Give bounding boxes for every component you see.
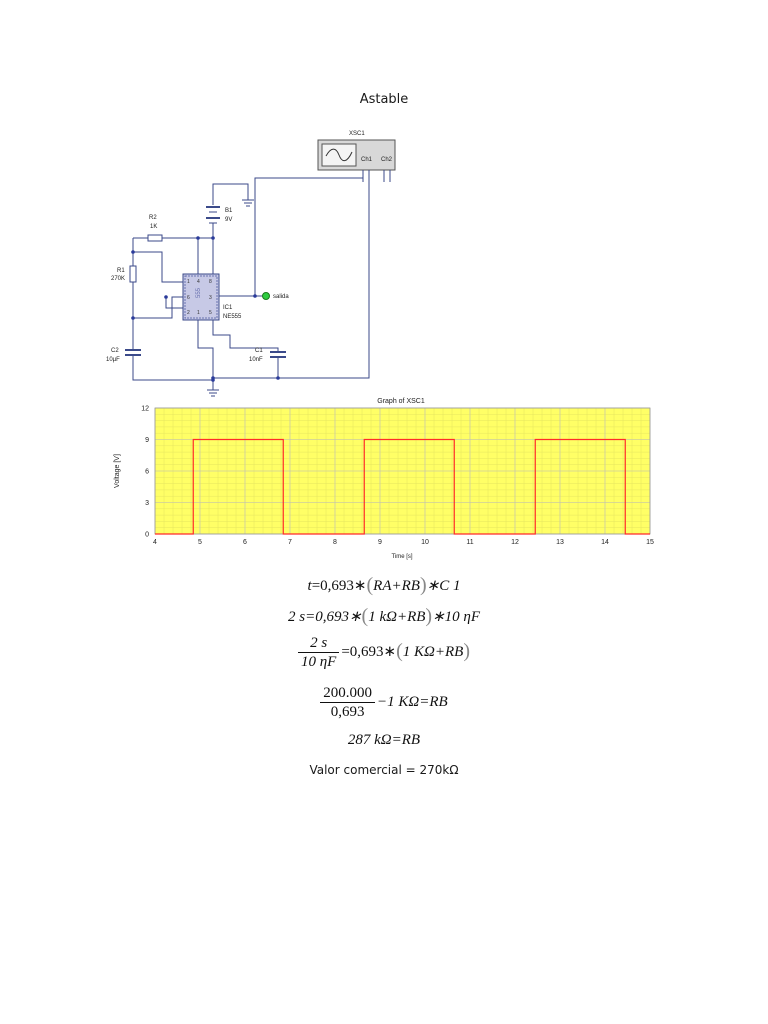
- battery-label: B1: [225, 208, 233, 214]
- y-tick-label: 9: [145, 437, 149, 444]
- x-axis-label: Time [s]: [391, 554, 412, 560]
- equation-4: 200.000 0,693 −1 KΩ=RB: [0, 684, 768, 721]
- ic-value: NE555: [223, 314, 242, 320]
- x-tick-label: 7: [288, 539, 292, 546]
- y-tick-label: 6: [145, 469, 149, 476]
- svg-text:6: 6: [187, 295, 190, 301]
- eq4-denominator: 0,693: [330, 704, 365, 720]
- x-tick-label: 10: [421, 539, 429, 546]
- eq1-variable: t: [307, 578, 312, 594]
- eq3-coefficient: =0,693∗: [341, 643, 397, 660]
- x-tick-label: 13: [556, 539, 564, 546]
- y-tick-label: 3: [145, 500, 149, 507]
- eq2-inner: 1 kΩ+RB: [368, 609, 426, 625]
- eq3-denominator: 10 ηF: [300, 654, 337, 670]
- eq3-fraction: 2 s 10 ηF: [297, 634, 340, 671]
- c2-label: C2: [111, 348, 119, 354]
- ic-chip-text: 555: [196, 287, 202, 298]
- document-title: Astable: [359, 92, 409, 107]
- eq3-numerator: 2 s: [297, 634, 340, 653]
- equation-1: t=0,693∗(RA+RB)∗C 1: [307, 574, 461, 596]
- circuit-schematic: XSC1 Ch1 Ch2 B1 9V R2 1K R1 270K IC1 NE5…: [106, 131, 396, 397]
- svg-text:1: 1: [187, 279, 190, 285]
- eq4-fraction: 200.000 0,693: [320, 684, 376, 721]
- equation-5: 287 kΩ=RB: [0, 732, 768, 749]
- svg-text:5: 5: [209, 310, 212, 316]
- equation-3: 2 s 10 ηF =0,693∗(1 KΩ+RB): [0, 634, 768, 671]
- svg-text:3: 3: [209, 295, 212, 301]
- oscilloscope-wave-icon: [325, 148, 353, 162]
- y-axis-label: Voltage [V]: [114, 454, 121, 488]
- ic-555: [182, 273, 220, 321]
- resistor-r1: [129, 265, 137, 283]
- eq2-tail: ∗10 ηF: [432, 609, 480, 625]
- c2-value: 10µF: [106, 357, 120, 363]
- x-tick-label: 8: [333, 539, 337, 546]
- c1-label: C1: [255, 348, 263, 354]
- x-tick-label: 9: [378, 539, 382, 546]
- eq4-numerator: 200.000: [320, 684, 376, 703]
- svg-text:2: 2: [187, 310, 190, 316]
- eq2-lhs: 2 s=0,693∗: [287, 609, 362, 625]
- output-label: salida: [273, 294, 289, 300]
- x-tick-label: 5: [198, 539, 202, 546]
- x-tick-label: 11: [466, 539, 473, 546]
- eq1-inner: RA+RB: [373, 578, 420, 594]
- scope-ch2-label: Ch2: [381, 157, 393, 163]
- r1-value: 270K: [111, 276, 125, 282]
- svg-text:8: 8: [209, 279, 212, 285]
- y-tick-label: 0: [145, 532, 149, 539]
- svg-text:1: 1: [197, 310, 200, 316]
- eq4-rest: −1 KΩ=RB: [377, 693, 448, 710]
- x-tick-label: 12: [511, 539, 519, 546]
- eq5-text: 287 kΩ=RB: [347, 732, 421, 748]
- r1-label: R1: [117, 268, 125, 274]
- x-tick-label: 4: [153, 539, 157, 546]
- scope-label: XSC1: [349, 131, 365, 137]
- r2-label: R2: [149, 215, 157, 221]
- x-tick-label: 6: [243, 539, 247, 546]
- series-line: [155, 438, 650, 535]
- c1-value: 10nF: [249, 357, 263, 363]
- r2-value: 1K: [150, 224, 157, 230]
- eq1-coefficient: =0,693∗: [311, 578, 367, 594]
- battery-value: 9V: [225, 217, 232, 223]
- x-tick-label: 14: [601, 539, 609, 546]
- eq3-inner: 1 KΩ+RB: [402, 643, 464, 660]
- chart-title: Graph of XSC1: [377, 398, 425, 405]
- equation-2: 2 s=0,693∗(1 kΩ+RB)∗10 ηF: [287, 605, 480, 627]
- commercial-value-note: Valor comercial = 270kΩ: [309, 763, 459, 777]
- oscilloscope-chart: Graph of XSC1 4 5 6 7 8 9 10 11 12 13 14 15 0 3 6 9 12 T…: [114, 398, 654, 560]
- ic-label: IC1: [223, 305, 233, 311]
- x-tick-label: 15: [646, 539, 654, 546]
- output-probe-icon: [262, 292, 270, 300]
- eq1-tail: ∗C 1: [426, 578, 461, 594]
- svg-text:4: 4: [197, 279, 200, 285]
- scope-ch1-label: Ch1: [361, 157, 373, 163]
- plot-frame: [154, 407, 651, 535]
- y-tick-label: 12: [141, 406, 149, 413]
- resistor-r2: [147, 234, 163, 242]
